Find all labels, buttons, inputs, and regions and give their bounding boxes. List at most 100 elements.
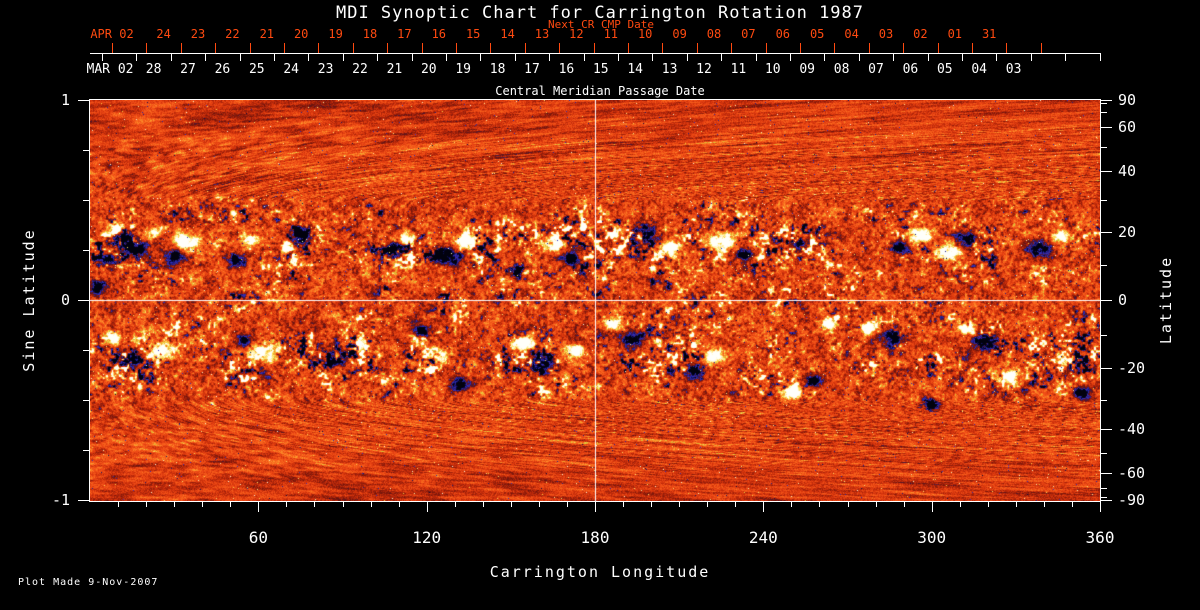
longitude-tick-label: 300	[917, 528, 947, 547]
latitude-minor-tick	[1100, 200, 1107, 201]
cmp-date-axis-label: Central Meridian Passage Date	[495, 84, 705, 98]
next-cr-day-label: 07	[741, 27, 756, 41]
cmp-date-label: 27	[180, 62, 196, 77]
cmp-date-label: 25	[248, 62, 265, 77]
longitude-tick	[595, 501, 596, 512]
next-cr-date-tick	[284, 43, 285, 53]
longitude-minor-tick	[1072, 501, 1073, 507]
longitude-minor-tick	[118, 501, 119, 507]
next-cr-day-label: 15	[465, 27, 481, 41]
next-cr-day-label: 14	[500, 27, 515, 41]
magnetogram-heatmap	[90, 100, 1100, 501]
next-cr-day-label: 08	[706, 27, 722, 41]
longitude-minor-tick	[314, 501, 315, 507]
cmp-date-label: 20	[420, 62, 437, 77]
latitude-minor-tick	[1100, 335, 1107, 336]
cmp-date-label: 08	[833, 62, 850, 77]
next-cr-day-label: 03	[878, 27, 894, 41]
cmp-date-tick	[239, 53, 241, 61]
sine-latitude-tick-label: 0	[60, 291, 70, 309]
cmp-date-label: 05	[936, 62, 953, 77]
cmp-month-label: MAR 02	[86, 62, 134, 77]
longitude-tick-label: 360	[1085, 528, 1115, 547]
cmp-date-tick	[996, 53, 998, 61]
next-cr-date-tick	[731, 43, 733, 53]
next-cr-date-tick	[662, 43, 664, 53]
sine-latitude-minor-tick	[83, 450, 90, 451]
longitude-minor-tick	[1016, 501, 1017, 507]
next-cr-date-tick	[559, 43, 561, 53]
next-cr-date-tick	[868, 43, 870, 53]
next-cr-date-tick	[1006, 43, 1008, 53]
page-title: MDI Synoptic Chart for Carrington Rotati…	[335, 3, 865, 23]
next-cr-date-tick	[249, 43, 251, 53]
cmp-date-label: 03	[1005, 62, 1022, 77]
latitude-tick-label: 0	[1118, 291, 1128, 309]
sine-latitude-axis-title: Sine Latitude	[20, 228, 38, 372]
cmp-date-label: 21	[386, 62, 403, 77]
longitude-minor-tick	[202, 501, 203, 507]
cmp-date-label: 17	[524, 62, 540, 77]
longitude-minor-tick	[876, 501, 877, 507]
cmp-date-tick	[790, 53, 791, 61]
longitude-tick-label: 180	[580, 528, 610, 547]
longitude-minor-tick	[286, 501, 287, 507]
cmp-date-tick	[755, 53, 757, 61]
longitude-minor-tick	[791, 501, 792, 507]
latitude-tick-label: -40	[1118, 419, 1146, 438]
next-cr-date-tick	[352, 43, 354, 53]
cmp-date-tick	[446, 53, 447, 61]
next-cr-date-tick	[421, 43, 423, 53]
next-cr-date-tick	[937, 43, 939, 53]
cmp-date-tick	[858, 53, 860, 61]
longitude-minor-tick	[483, 501, 484, 507]
longitude-minor-tick	[960, 501, 961, 507]
sine-latitude-minor-tick	[83, 350, 90, 351]
latitude-minor-tick	[1100, 103, 1107, 104]
next-cr-day-label: 17	[397, 27, 412, 41]
carrington-longitude-axis-title: Carrington Longitude	[489, 563, 711, 581]
next-cr-day-label: 16	[431, 27, 447, 41]
longitude-minor-tick	[707, 501, 708, 507]
next-cr-day-label: 31	[981, 27, 997, 41]
latitude-tick	[1100, 368, 1112, 369]
next-cr-day-label: 04	[844, 27, 859, 41]
next-cr-day-label: 12	[569, 27, 584, 41]
cmp-date-tick	[652, 53, 654, 61]
next-cr-date-tick	[628, 43, 629, 53]
cmp-date-tick	[342, 53, 344, 61]
latitude-minor-tick	[1100, 453, 1107, 454]
longitude-minor-tick	[567, 501, 568, 507]
cmp-date-label: 04	[971, 62, 988, 77]
next-cr-day-label: 02	[913, 27, 928, 41]
latitude-tick-label: 90	[1118, 91, 1137, 109]
cmp-date-tick	[893, 53, 895, 61]
latitude-tick-label: -90	[1118, 491, 1146, 509]
next-cr-date-tick	[318, 43, 320, 53]
cmp-date-tick	[136, 53, 138, 61]
next-cr-day-label: 18	[362, 27, 378, 41]
cmp-date-label: 10	[764, 62, 781, 77]
cmp-date-tick	[514, 53, 516, 61]
latitude-minor-tick	[1100, 497, 1107, 498]
latitude-tick-label: -60	[1118, 464, 1146, 483]
cmp-date-tick	[1030, 53, 1032, 61]
cmp-date-label: 28	[145, 62, 162, 77]
longitude-minor-tick	[651, 501, 652, 507]
longitude-minor-tick	[511, 501, 512, 507]
next-cr-day-label: 24	[156, 27, 171, 41]
next-cr-cmp-date-axis-label: Next CR CMP Date	[548, 18, 654, 31]
plot-made-timestamp: Plot Made 9-Nov-2007	[18, 577, 159, 588]
longitude-tick	[932, 501, 933, 512]
cmp-date-tick	[102, 53, 103, 61]
cmp-date-tick	[170, 53, 172, 61]
cmp-date-tick	[927, 53, 929, 61]
latitude-tick	[1100, 232, 1112, 233]
next-cr-date-tick	[387, 43, 389, 53]
cmp-date-tick	[274, 53, 275, 61]
next-cr-month-label: APR 02	[90, 27, 134, 41]
cmp-date-tick	[583, 53, 585, 61]
latitude-tick	[1100, 171, 1112, 172]
